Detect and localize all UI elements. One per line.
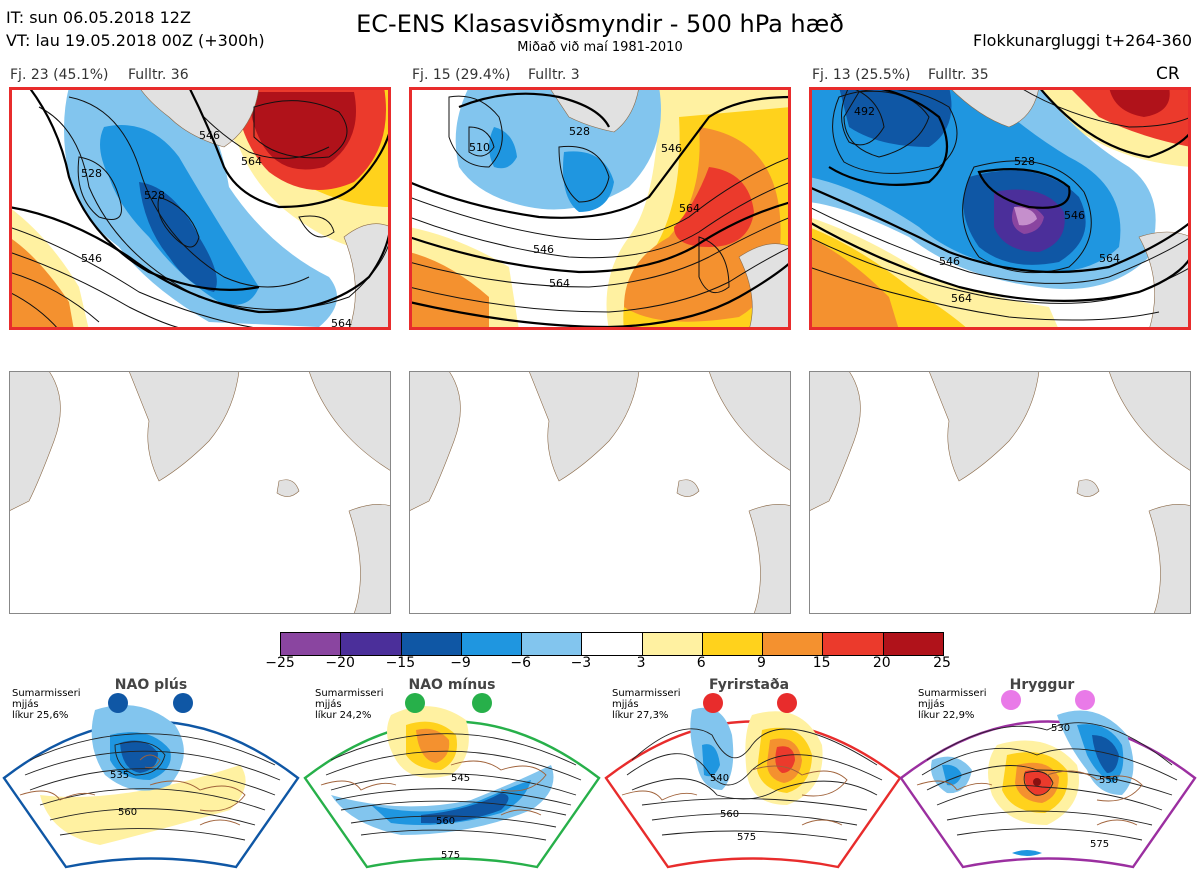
contour-label: 546	[1064, 209, 1085, 222]
regime-note-nao-minus: Sumarmisseri mjjás líkur 24,2%	[315, 688, 384, 721]
contour-label: 564	[331, 317, 352, 330]
regime-marker	[1075, 690, 1095, 710]
contour-label: 564	[679, 202, 700, 215]
cluster-2-map: 510 528 546 546 564 564	[409, 87, 791, 330]
contour-label: 540	[710, 773, 729, 784]
valid-time: VT: lau 19.05.2018 00Z (+300h)	[6, 31, 265, 50]
regime-nao-plus: 535 560	[0, 675, 302, 871]
contour-label: 528	[1014, 155, 1035, 168]
contour-label: 546	[533, 243, 554, 256]
regime-ridge: 530 550 575	[897, 675, 1199, 871]
regime-marker	[405, 693, 425, 713]
regime-marker	[777, 693, 797, 713]
contour-label: 528	[569, 125, 590, 138]
empty-map-2	[409, 371, 791, 614]
cluster-2-fraction: Fj. 15 (29.4%)	[412, 67, 511, 83]
contour-label: 528	[144, 189, 165, 202]
colorbar-tick-label: −20	[325, 655, 355, 671]
contour-label: 546	[199, 129, 220, 142]
contour-label: 528	[81, 167, 102, 180]
colorbar-tick-label: 9	[756, 655, 766, 671]
regime-title-nao-plus: NAO plús	[114, 677, 188, 693]
regime-marker	[108, 693, 128, 713]
colorbar-segment	[763, 633, 824, 655]
colorbar-tick-label: 3	[636, 655, 646, 671]
colorbar-segment	[582, 633, 643, 655]
cluster-1-fraction: Fj. 23 (45.1%)	[10, 67, 109, 83]
regime-nao-minus: 545 560 575	[301, 675, 603, 871]
cluster-1-map: 528 528 546 546 564 564	[9, 87, 391, 330]
colorbar-tick-label: 6	[696, 655, 706, 671]
cluster-1-representative: Fulltr. 36	[128, 67, 189, 83]
contour-label: 550	[1099, 775, 1118, 786]
contour-label: 575	[1090, 839, 1109, 850]
regime-marker	[173, 693, 193, 713]
colorbar-tick-label: −9	[450, 655, 471, 671]
classification-window: Flokkunargluggi t+264-360	[973, 31, 1192, 50]
page-title: EC-ENS Klasasviðsmyndir - 500 hPa hæð	[356, 10, 844, 38]
contour-label: 564	[1099, 252, 1120, 265]
contour-label: 560	[118, 807, 137, 818]
contour-label: 575	[441, 850, 460, 861]
colorbar-ticks: −25 −20 −15 −9 −6 −3 3 6 9 15 20 25	[0, 655, 1200, 675]
colorbar	[280, 632, 944, 656]
regime-note-blocking: Sumarmisseri mjjás líkur 27,3%	[612, 688, 681, 721]
contour-label: 564	[549, 277, 570, 290]
colorbar-segment	[823, 633, 884, 655]
regime-marker	[1001, 690, 1021, 710]
page-subtitle: Miðað við maí 1981-2010	[517, 40, 683, 55]
contour-label: 510	[469, 141, 490, 154]
contour-label: 564	[241, 155, 262, 168]
cluster-3-map: 492 528 546 546 564 564	[809, 87, 1191, 330]
colorbar-tick-label: 20	[872, 655, 891, 671]
colorbar-segment	[281, 633, 342, 655]
cluster-3-representative: Fulltr. 35	[928, 67, 989, 83]
contour-label: 560	[436, 816, 455, 827]
colorbar-tick-label: −25	[265, 655, 295, 671]
regime-title-blocking: Fyrirstaða	[708, 677, 790, 693]
regime-blocking: 540 560 575	[602, 675, 904, 871]
contour-label: 564	[951, 292, 972, 305]
contour-label: 530	[1051, 723, 1070, 734]
cluster-3-tag: CR	[1156, 64, 1180, 84]
colorbar-segment	[461, 633, 523, 655]
cluster-2-representative: Fulltr. 3	[528, 67, 580, 83]
colorbar-tick-label: −3	[570, 655, 592, 671]
contour-label: 575	[737, 832, 756, 843]
colorbar-segment	[883, 633, 943, 655]
colorbar-segment	[702, 633, 764, 655]
colorbar-segment	[522, 633, 583, 655]
colorbar-segment	[341, 633, 402, 655]
contour-label: 545	[451, 773, 470, 784]
contour-label: 546	[939, 255, 960, 268]
regime-note-ridge: Sumarmisseri mjjás líkur 22,9%	[918, 688, 987, 721]
regime-title-ridge: Hryggur	[1009, 677, 1075, 693]
contour-label: 560	[720, 809, 739, 820]
regime-marker	[703, 693, 723, 713]
contour-label: 535	[110, 770, 129, 781]
regime-note-nao-plus: Sumarmisseri mjjás líkur 25,6%	[12, 688, 81, 721]
contour-label: 546	[81, 252, 102, 265]
empty-map-1	[9, 371, 391, 614]
regime-title-nao-minus: NAO mínus	[408, 677, 496, 693]
colorbar-tick-label: 25	[933, 655, 951, 671]
colorbar-tick-label: 15	[812, 655, 831, 671]
colorbar-segment	[642, 633, 703, 655]
contour-label: 492	[854, 105, 875, 118]
colorbar-tick-label: −15	[385, 655, 416, 671]
colorbar-tick-label: −6	[510, 655, 532, 671]
cluster-3-fraction: Fj. 13 (25.5%)	[812, 67, 911, 83]
contour-label: 546	[661, 142, 682, 155]
colorbar-segment	[401, 633, 462, 655]
regime-marker	[472, 693, 492, 713]
empty-map-3	[809, 371, 1191, 614]
init-time: IT: sun 06.05.2018 12Z	[6, 8, 191, 27]
